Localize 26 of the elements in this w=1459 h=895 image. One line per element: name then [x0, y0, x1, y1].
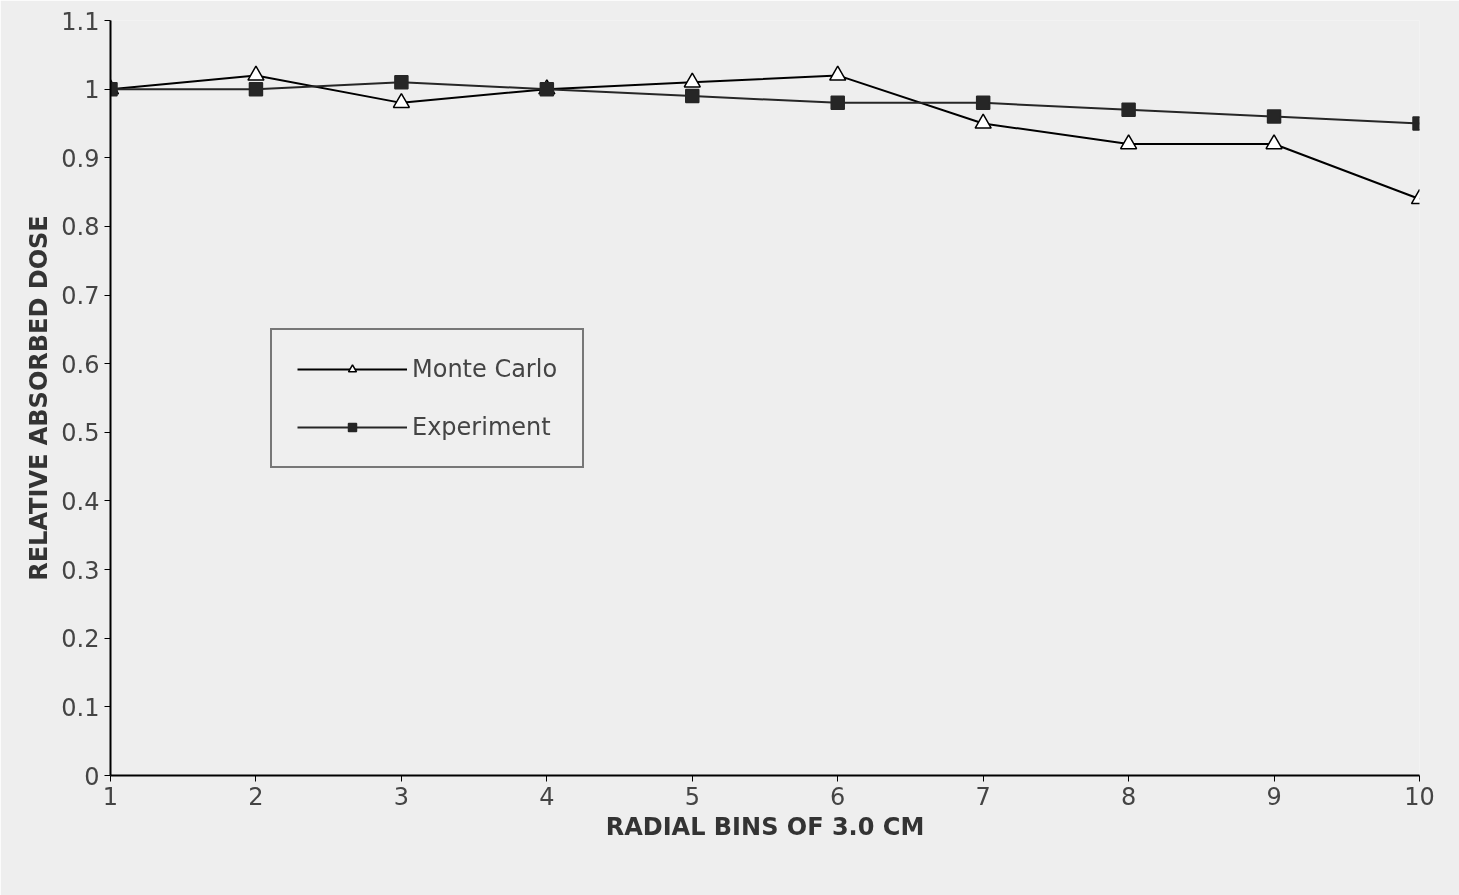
y-tick-label: 0.8 — [61, 213, 100, 242]
y-tick-label: 0.1 — [61, 693, 100, 722]
x-axis-title: RADIAL BINS OF 3.0 CM — [605, 812, 925, 841]
y-tick-label: 0 — [84, 762, 100, 791]
y-tick-label: 0.5 — [61, 419, 100, 448]
y-tick-label: 0.2 — [61, 625, 100, 654]
x-tick-label: 4 — [539, 782, 555, 811]
legend-label: Experiment — [412, 412, 551, 441]
y-tick-label: 0.7 — [61, 282, 100, 311]
y-tick-label: 0.3 — [61, 556, 100, 585]
legend-label: Monte Carlo — [412, 354, 558, 383]
x-tick-label: 5 — [684, 782, 700, 811]
x-tick-label: 2 — [248, 782, 264, 811]
y-tick-label: 1.1 — [61, 7, 100, 36]
y-tick-label: 0.4 — [61, 487, 100, 516]
x-tick-label: 3 — [393, 782, 410, 811]
y-tick-label: 0.9 — [61, 144, 100, 173]
y-tick-label: 1 — [84, 76, 100, 105]
x-tick-label: 10 — [1404, 782, 1435, 811]
x-tick-label: 9 — [1266, 782, 1282, 811]
x-tick-label: 7 — [975, 782, 991, 811]
x-tick-label: 6 — [830, 782, 846, 811]
x-tick-label: 8 — [1120, 782, 1137, 811]
y-tick-label: 0.6 — [61, 350, 100, 379]
x-tick-label: 1 — [102, 782, 119, 811]
y-axis-title: RELATIVE ABSORBED DOSE — [25, 215, 54, 581]
